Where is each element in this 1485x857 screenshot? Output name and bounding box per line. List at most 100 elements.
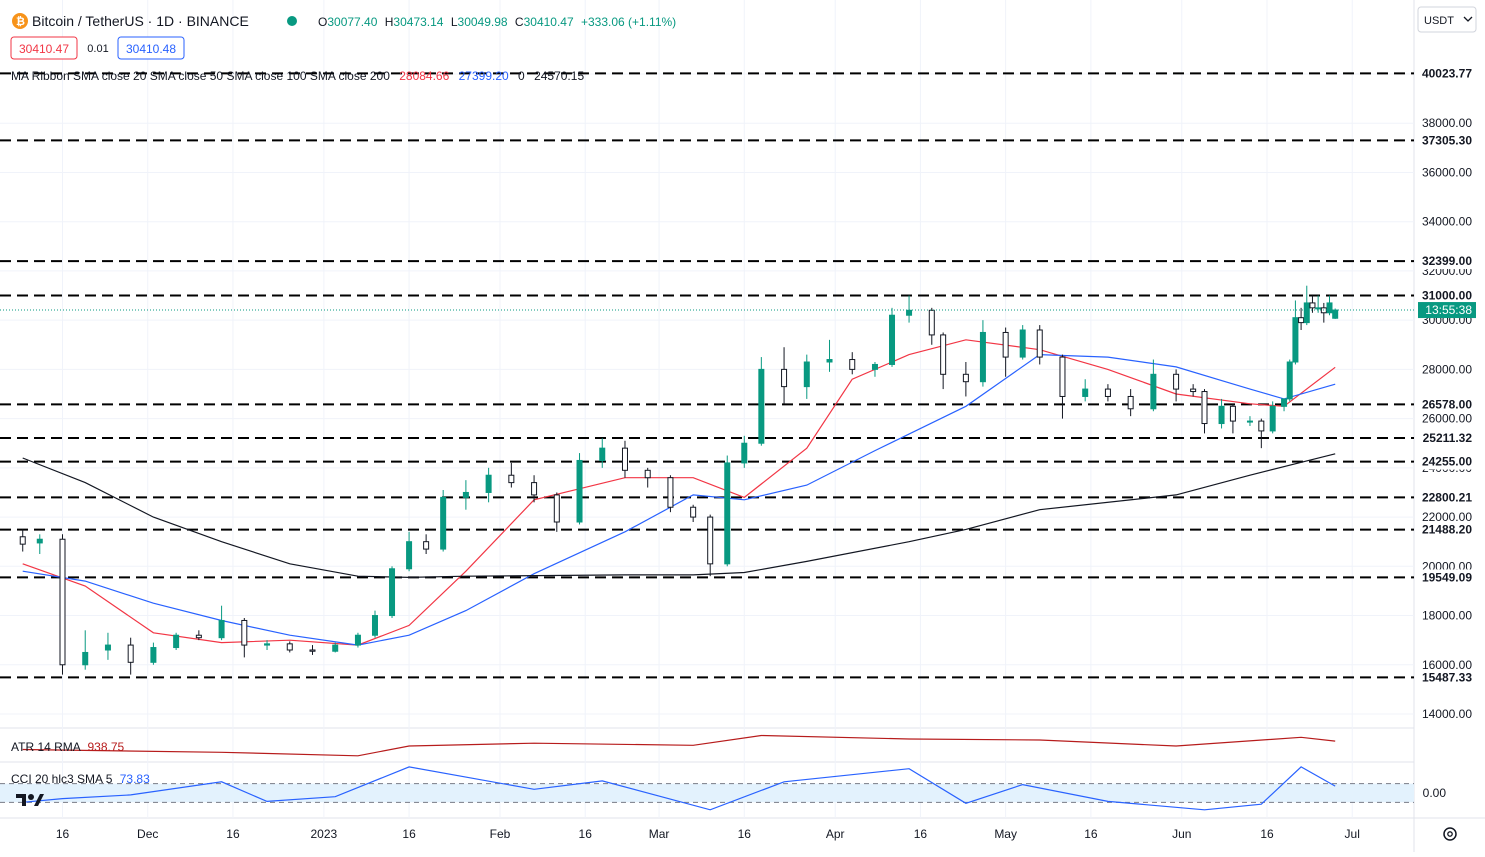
time-tick-label: 16 (56, 827, 70, 841)
candle-body (1036, 329, 1043, 358)
level-label: 37305.30 (1422, 133, 1472, 147)
candle-body (1229, 405, 1236, 422)
level-label-box (1418, 489, 1476, 506)
tradingview-logo-mark (16, 794, 26, 806)
price-tick-label: 26000.00 (1422, 412, 1472, 426)
level-label-box (1418, 430, 1476, 447)
level-label: 25211.32 (1423, 431, 1473, 445)
time-tick-label: 16 (402, 827, 416, 841)
candle-body (979, 331, 986, 383)
candle-body (906, 309, 913, 316)
level-label: 32399.00 (1422, 254, 1472, 268)
candle-body (371, 615, 378, 636)
candle-body (758, 368, 765, 444)
candle-body (286, 643, 293, 651)
low-value: 30049.98 (458, 15, 508, 29)
candle-body (440, 496, 447, 550)
candle-body (389, 568, 396, 617)
horizontal-levels (0, 72, 1414, 679)
price-tick-label: 34000.00 (1422, 215, 1472, 229)
sma-line (22, 453, 1336, 579)
candle-body (309, 649, 316, 652)
candle-body (1127, 395, 1134, 410)
cci-line (22, 766, 1336, 811)
time-tick-label: Feb (490, 827, 511, 841)
ma-ribbon-value-2: 27399.20 (459, 69, 509, 83)
candle-body (531, 482, 538, 496)
candle-body (741, 442, 748, 464)
candle-body (871, 363, 878, 370)
candle-body (195, 634, 202, 639)
candle-body (218, 619, 225, 639)
currency-label: USDT (1424, 15, 1454, 27)
candle-body (1002, 331, 1009, 358)
currency-selector[interactable]: USDT (1417, 6, 1477, 33)
price-tick-label: 36000.00 (1422, 165, 1472, 179)
tradingview-logo-dot (28, 794, 34, 800)
candle-body (1059, 356, 1066, 397)
candle-body (576, 459, 583, 523)
candle-body (1218, 405, 1225, 425)
ma-ribbon-label: MA Ribbon SMA close 20 SMA close 50 SMA … (11, 69, 390, 83)
bitcoin-icon (12, 13, 28, 29)
currency-box[interactable] (1417, 6, 1477, 33)
high-label: H (385, 15, 394, 29)
buy-price: 30410.48 (126, 42, 176, 56)
candle-body (241, 619, 248, 646)
time-tick-label: 16 (579, 827, 593, 841)
price-axis[interactable]: 40000.0038000.0036000.0034000.0032000.00… (1418, 65, 1476, 800)
candle-body (553, 494, 560, 523)
time-axis[interactable]: 16 Dec 16 2023 16 Feb 16 Mar 16 Apr 16 May 16 Jun 16 Ju… (56, 827, 1360, 841)
candle-body (1190, 388, 1197, 393)
spread-value: 0.01 (87, 43, 108, 55)
time-tick-label: 16 (1260, 827, 1274, 841)
candle-body (1269, 405, 1276, 432)
gear-inner (1447, 831, 1453, 837)
candle-body (962, 373, 969, 383)
ma-ribbon-legend: MA Ribbon SMA close 20 SMA close 50 SMA … (11, 69, 584, 83)
level-label: 26578.00 (1422, 397, 1472, 411)
candle-body (1298, 317, 1305, 324)
sell-button[interactable] (10, 36, 78, 60)
tradingview-logo[interactable] (16, 794, 44, 806)
bitcoin-icon-glyph: ₿ (16, 16, 25, 28)
candle-body (1246, 420, 1253, 423)
sell-price: 30410.47 (19, 42, 69, 56)
sma-line (22, 339, 1336, 646)
atr-pane (22, 734, 1336, 757)
candle-body (406, 541, 413, 570)
symbol-title[interactable]: Bitcoin / TetherUS · 1D · BINANCE (32, 13, 249, 29)
atr-line (22, 734, 1336, 757)
level-label-box (1418, 287, 1476, 304)
candle-body (423, 541, 430, 550)
symbol-header: ₿ Bitcoin / TetherUS · 1D · BINANCE O300… (10, 13, 676, 83)
settings-gear-icon[interactable] (1443, 827, 1457, 841)
candle-body (1292, 317, 1299, 363)
close-label: C (515, 15, 524, 29)
candle-body (354, 634, 361, 646)
countdown-box (1418, 302, 1476, 319)
level-label-box (1418, 253, 1476, 270)
time-tick-label: May (994, 827, 1017, 841)
candle-body (849, 359, 856, 370)
level-label-box (1418, 569, 1476, 586)
level-label: 21488.20 (1422, 523, 1472, 537)
atr-label: ATR 14 RMA (11, 740, 81, 754)
candle-body (1201, 391, 1208, 425)
price-tick-label: 28000.00 (1422, 362, 1472, 376)
buy-button[interactable] (117, 36, 185, 60)
candle-body (19, 536, 26, 545)
candle-body (173, 634, 180, 649)
level-label-box (1418, 521, 1476, 538)
cci-band (0, 783, 1414, 803)
tradingview-logo-slash (34, 794, 44, 806)
time-tick-label: Jul (1345, 827, 1360, 841)
atr-value: 938.75 (87, 740, 124, 754)
countdown-label: 13:55:38 (1425, 303, 1472, 317)
time-tick-label: Apr (826, 827, 845, 841)
candle-body (150, 647, 157, 663)
candle-body (127, 644, 134, 663)
candle-body (1281, 398, 1288, 407)
